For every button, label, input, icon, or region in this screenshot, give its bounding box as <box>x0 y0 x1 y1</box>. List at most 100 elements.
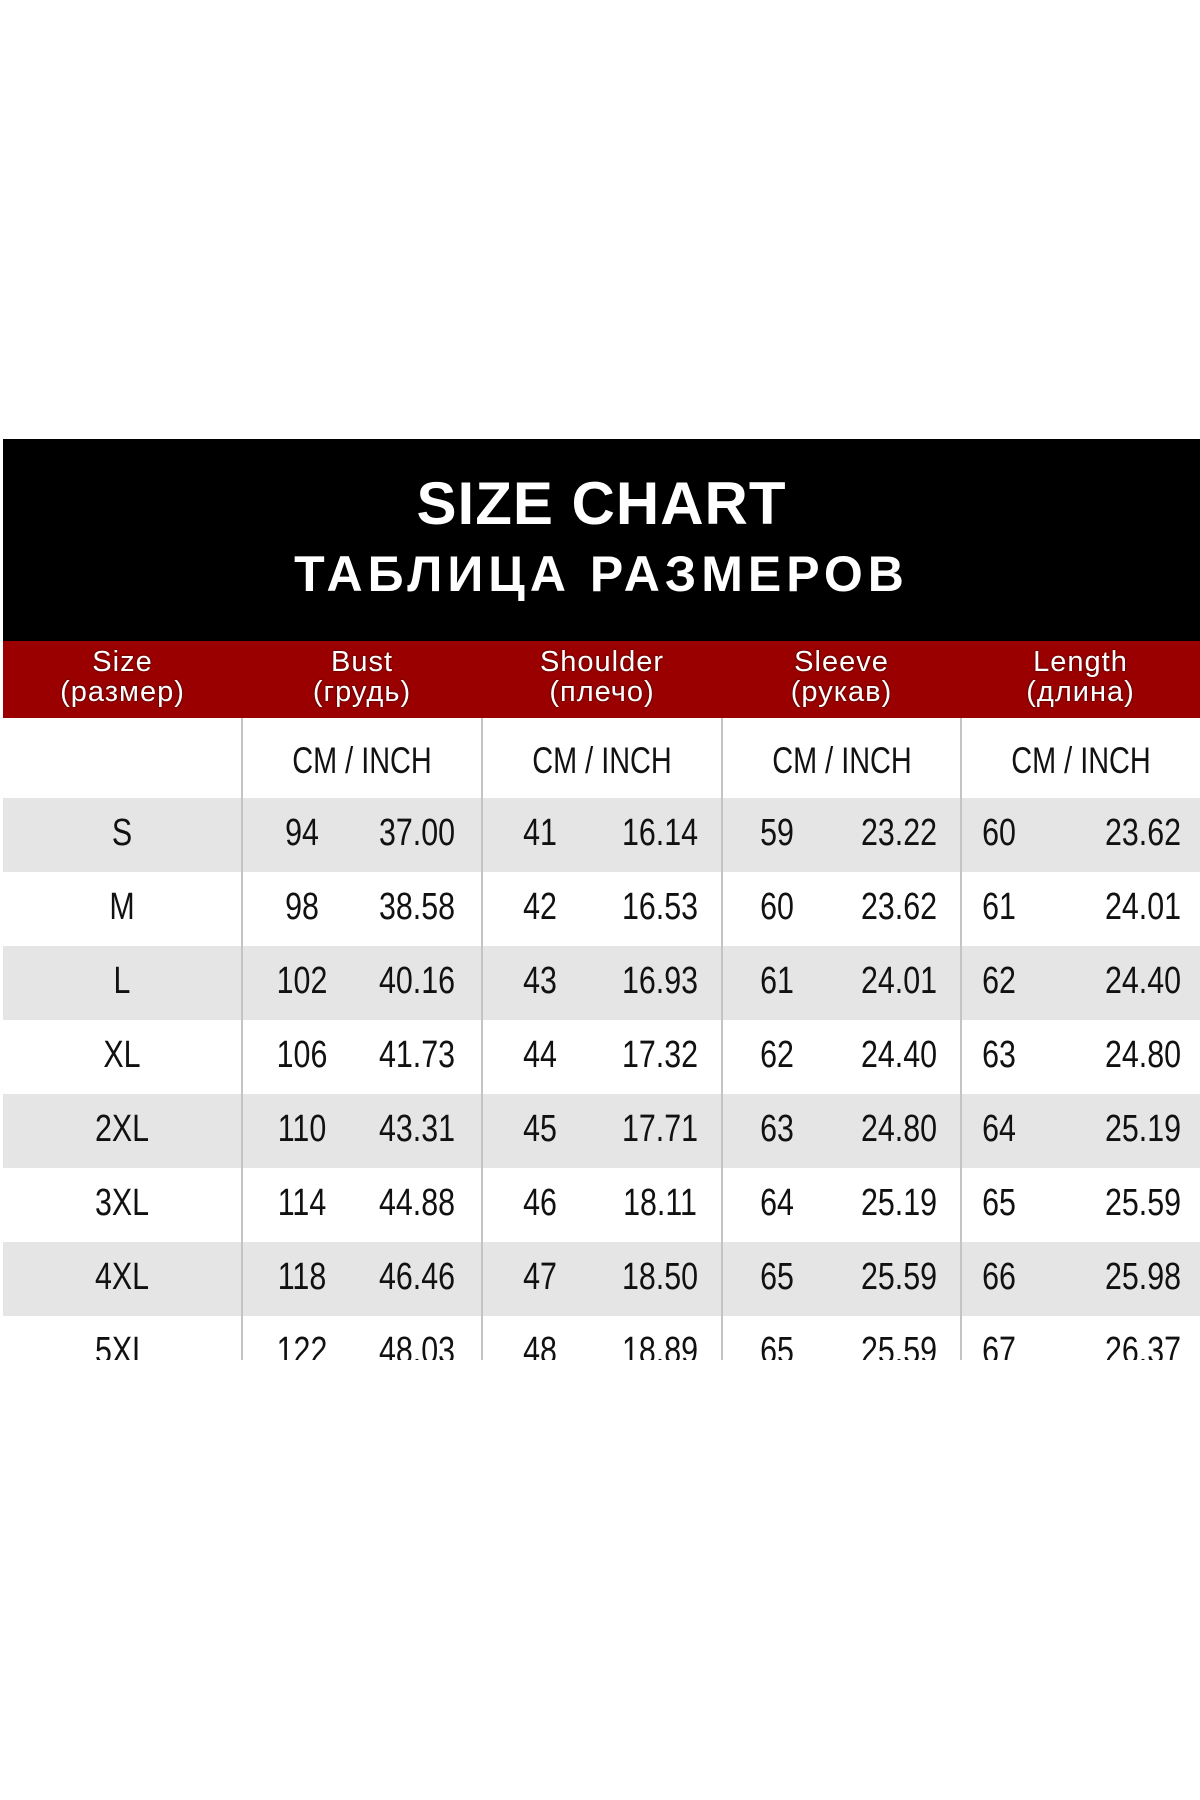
cm-value-cell: 122 <box>276 1330 328 1360</box>
size-cell: M <box>109 886 135 928</box>
inch-value-cell: 17.32 <box>621 1034 698 1076</box>
inch-value-cell: 40.16 <box>379 960 456 1002</box>
table-row: 3XL 114 44.88 46 18.11 64 25.19 65 25.59 <box>3 1168 1200 1242</box>
inch-value-cell: 18.89 <box>621 1330 698 1360</box>
cm-value-cell: 45 <box>522 1108 557 1150</box>
table-row: M 98 38.58 42 16.53 60 23.62 61 24.01 <box>3 872 1200 946</box>
cm-value-cell: 64 <box>982 1108 1017 1150</box>
table-row: S 94 37.00 41 16.14 59 23.22 60 23.62 <box>3 798 1200 872</box>
cm-value-cell: 98 <box>285 886 319 928</box>
column-header-sleeve: Sleeve (рукав) <box>722 647 961 717</box>
inch-value-cell: 25.98 <box>1104 1256 1181 1298</box>
inch-value-cell: 25.19 <box>1104 1108 1181 1150</box>
unit-label: CM / INCH <box>1011 740 1151 781</box>
inch-value-cell: 48.03 <box>379 1330 456 1360</box>
inch-value-cell: 25.59 <box>860 1330 937 1360</box>
cm-value-cell: 46 <box>522 1182 557 1224</box>
column-header-en: Shoulder <box>539 646 665 678</box>
cm-value-cell: 44 <box>522 1034 557 1076</box>
cm-value-cell: 47 <box>522 1256 557 1298</box>
unit-label: CM / INCH <box>292 740 432 781</box>
table-row: L 102 40.16 43 16.93 61 24.01 62 24.40 <box>3 946 1200 1020</box>
units-row: CM / INCH CM / INCH CM / INCH CM / INCH <box>3 718 1200 798</box>
size-cell: L <box>113 960 131 1002</box>
size-cell: 3XL <box>94 1182 150 1224</box>
title-banner: SIZE CHART ТАБЛИЦА РАЗМЕРОВ <box>3 439 1200 641</box>
column-header-ru: (длина) <box>1026 676 1135 708</box>
table-row: 2XL 110 43.31 45 17.71 63 24.80 64 25.19 <box>3 1094 1200 1168</box>
inch-value-cell: 25.19 <box>860 1182 937 1224</box>
cm-value-cell: 63 <box>760 1108 794 1150</box>
cm-value-cell: 62 <box>760 1034 794 1076</box>
inch-value-cell: 41.73 <box>379 1034 456 1076</box>
cm-value-cell: 62 <box>982 960 1017 1002</box>
cm-value-cell: 65 <box>982 1182 1017 1224</box>
cm-value-cell: 61 <box>982 886 1017 928</box>
column-divider <box>241 718 243 1360</box>
unit-label: CM / INCH <box>532 740 672 781</box>
column-header-size: Size (размер) <box>3 647 242 717</box>
inch-value-cell: 26.37 <box>1104 1330 1181 1360</box>
column-header-bust: Bust (грудь) <box>242 647 482 717</box>
cm-value-cell: 61 <box>760 960 794 1002</box>
column-header-ru: (размер) <box>60 676 185 708</box>
inch-value-cell: 18.50 <box>621 1256 698 1298</box>
inch-value-cell: 37.00 <box>379 812 456 854</box>
column-header-ru: (плечо) <box>549 676 655 708</box>
inch-value-cell: 23.62 <box>1104 812 1181 854</box>
inch-value-cell: 38.58 <box>379 886 456 928</box>
cm-value-cell: 94 <box>285 812 319 854</box>
inch-value-cell: 24.80 <box>1104 1034 1181 1076</box>
column-divider <box>721 718 723 1360</box>
cm-value-cell: 59 <box>760 812 794 854</box>
size-table-body: S 94 37.00 41 16.14 59 23.22 60 23.62 M 98 38.58 42 1… <box>3 798 1200 1360</box>
column-header-ru: (рукав) <box>790 676 893 708</box>
cm-value-cell: 110 <box>277 1108 327 1150</box>
inch-value-cell: 43.31 <box>379 1108 456 1150</box>
chart-subtitle: ТАБЛИЦА РАЗМЕРОВ <box>294 546 909 602</box>
cm-value-cell: 64 <box>760 1182 794 1224</box>
inch-value-cell: 16.93 <box>621 960 698 1002</box>
inch-value-cell: 17.71 <box>621 1108 698 1150</box>
cm-value-cell: 42 <box>522 886 557 928</box>
cm-value-cell: 60 <box>982 812 1017 854</box>
table-row: 5XL 122 48.03 48 18.89 65 25.59 67 26.37 <box>3 1316 1200 1360</box>
size-cell: 5XL <box>94 1330 150 1360</box>
inch-value-cell: 44.88 <box>379 1182 456 1224</box>
table-row: 4XL 118 46.46 47 18.50 65 25.59 66 25.98 <box>3 1242 1200 1316</box>
column-divider <box>960 718 962 1360</box>
cm-value-cell: 66 <box>982 1256 1017 1298</box>
chart-title: SIZE CHART <box>416 470 787 537</box>
inch-value-cell: 24.80 <box>860 1108 937 1150</box>
cm-value-cell: 114 <box>277 1182 327 1224</box>
inch-value-cell: 24.01 <box>860 960 937 1002</box>
cm-value-cell: 60 <box>760 886 794 928</box>
inch-value-cell: 16.14 <box>621 812 698 854</box>
inch-value-cell: 24.40 <box>1104 960 1181 1002</box>
inch-value-cell: 25.59 <box>860 1256 937 1298</box>
size-cell: 4XL <box>94 1256 150 1298</box>
cm-value-cell: 118 <box>277 1256 327 1298</box>
inch-value-cell: 24.01 <box>1104 886 1181 928</box>
size-cell: S <box>111 812 133 854</box>
inch-value-cell: 23.22 <box>860 812 937 854</box>
cm-value-cell: 67 <box>982 1330 1017 1360</box>
column-header-shoulder: Shoulder (плечо) <box>482 647 722 717</box>
inch-value-cell: 16.53 <box>621 886 698 928</box>
inch-value-cell: 24.40 <box>860 1034 937 1076</box>
column-header-length: Length (длина) <box>961 647 1200 717</box>
column-divider <box>481 718 483 1360</box>
table-row: XL 106 41.73 44 17.32 62 24.40 63 24.80 <box>3 1020 1200 1094</box>
column-header-en: Sleeve <box>794 646 889 678</box>
inch-value-cell: 23.62 <box>860 886 937 928</box>
size-cell: XL <box>103 1034 141 1076</box>
cm-value-cell: 102 <box>276 960 328 1002</box>
column-header-en: Bust <box>330 646 394 678</box>
column-header-en: Length <box>1033 646 1128 678</box>
column-header-en: Size <box>92 646 153 678</box>
cm-value-cell: 41 <box>522 812 557 854</box>
size-cell: 2XL <box>94 1108 150 1150</box>
inch-value-cell: 46.46 <box>379 1256 456 1298</box>
cm-value-cell: 43 <box>522 960 557 1002</box>
column-header-ru: (грудь) <box>312 676 412 708</box>
